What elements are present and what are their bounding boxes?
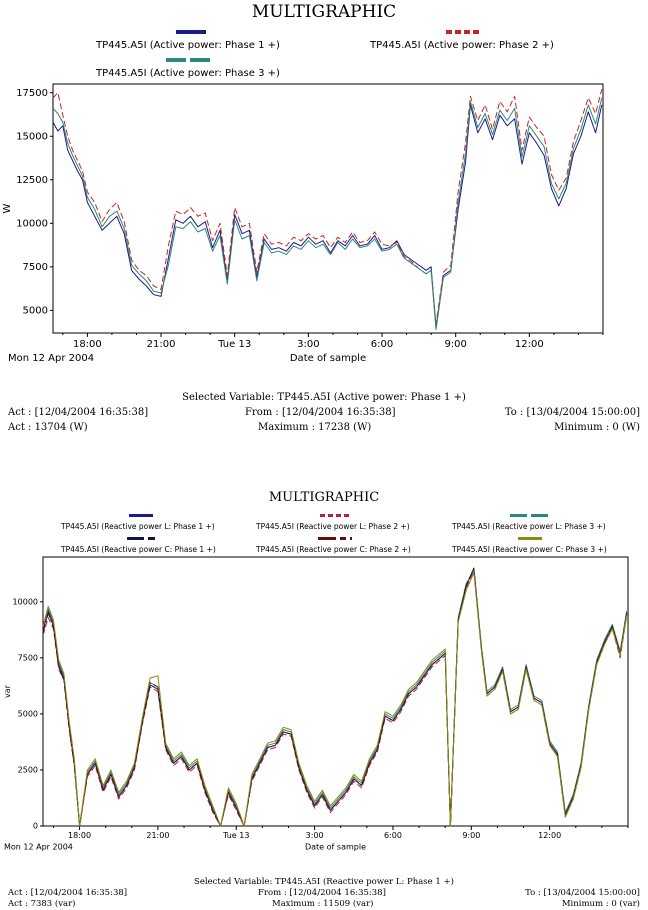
x-tick-label: 21:00 [146, 831, 169, 840]
y-tick-label: 10000 [13, 598, 38, 607]
legend-swatch [129, 514, 153, 517]
x-axis-label: Date of sample [290, 353, 366, 364]
x-tick-label: 9:00 [444, 339, 466, 350]
selected-variable: Selected Variable: TP445.A5I (Reactive p… [194, 877, 454, 887]
legend-swatch [518, 537, 542, 540]
act-value: Act : 13704 (W) [8, 422, 88, 433]
legend-swatch [446, 30, 482, 34]
x-tick-label: 18:00 [73, 339, 102, 350]
x-tick-label: 12:00 [538, 831, 561, 840]
y-tick-label: 10000 [16, 219, 48, 230]
legend-label: TP445.A5I (Reactive power C: Phase 3 +) [452, 545, 607, 554]
chart-title: MULTIGRAPHIC [251, 2, 397, 22]
act-value: Act : 7383 (var) [8, 899, 76, 909]
series-line [42, 570, 628, 827]
legend-label: TP445.A5I (Active power: Phase 2 +) [370, 40, 554, 51]
from-time: From : [12/04/2004 16:35:38] [245, 407, 396, 418]
legend-label: TP445.A5I (Active power: Phase 1 +) [96, 40, 280, 51]
x-tick-label: Tue 13 [222, 831, 249, 840]
y-tick-label: 0 [33, 822, 38, 831]
legend-entry: TP445.A5I (Reactive power L: Phase 1 +) [55, 514, 245, 532]
top-chart-svg: 5000 7500 10000 12500 15000 17500 18:00 21:00 Tu… [2, 83, 604, 364]
x-tick-label: 3:00 [306, 831, 324, 840]
minimum-value: Minimum : 0 (W) [554, 422, 640, 433]
y-tick-label: 7500 [18, 654, 38, 663]
x-tick-label: Tue 13 [217, 339, 251, 350]
legend-label: TP445.A5I (Reactive power C: Phase 1 +) [61, 545, 216, 554]
legend-entry: TP445.A5I (Reactive power C: Phase 2 +) [250, 537, 440, 555]
y-tick-label: 2500 [18, 766, 38, 775]
chart-title: MULTIGRAPHIC [268, 490, 380, 505]
act-time: Act : [12/04/2004 16:35:38] [8, 407, 149, 418]
legend-swatch [127, 537, 155, 540]
to-time: To : [13/04/2004 15:00:00] [525, 888, 640, 898]
start-date-label: Mon 12 Apr 2004 [8, 353, 94, 364]
x-tick-label: 3:00 [297, 339, 319, 350]
x-tick-label: 12:00 [515, 339, 544, 350]
act-time: Act : [12/04/2004 16:35:38] [8, 888, 128, 898]
x-tick-label: 6:00 [371, 339, 393, 350]
bottom-chart-svg: 0 2500 5000 7500 10000 18:00 21:00 Tue 13 3:00 6:… [3, 556, 629, 852]
series-line [52, 89, 603, 325]
legend-label: TP445.A5I (Active power: Phase 3 +) [96, 68, 280, 79]
plot-frame [42, 556, 629, 827]
series-line [42, 567, 628, 827]
from-time: From : [12/04/2004 16:35:38] [258, 888, 386, 898]
legend-entry: TP445.A5I (Reactive power C: Phase 1 +) [55, 537, 245, 555]
legend-swatch [318, 537, 352, 540]
legend-swatch [176, 30, 206, 34]
y-tick-label: 5000 [23, 306, 48, 317]
y-tick-label: 7500 [23, 262, 48, 273]
legend-label: TP445.A5I (Reactive power L: Phase 2 +) [256, 522, 410, 531]
y-tick-label: 12500 [16, 175, 48, 186]
minimum-value: Minimum : 0 (var) [561, 899, 640, 909]
legend-swatch [166, 58, 214, 62]
legend-entry: TP445.A5I (Reactive power L: Phase 3 +) [446, 514, 636, 532]
legend-label: TP445.A5I (Reactive power L: Phase 1 +) [61, 522, 215, 531]
series-line [42, 572, 628, 827]
x-tick-label: 6:00 [384, 831, 402, 840]
to-time: To : [13/04/2004 15:00:00] [504, 407, 640, 418]
y-axis-label: W [2, 203, 13, 213]
legend-entry: TP445.A5I (Reactive power L: Phase 2 +) [250, 514, 440, 532]
legend-entry: TP445.A5I (Active power: Phase 2 +) [368, 30, 588, 54]
maximum-value: Maximum : 17238 (W) [258, 422, 372, 433]
legend-swatch [320, 514, 350, 517]
legend-label: TP445.A5I (Reactive power C: Phase 2 +) [256, 545, 411, 554]
legend-label: TP445.A5I (Reactive power L: Phase 3 +) [452, 522, 606, 531]
x-tick-label: 21:00 [147, 339, 176, 350]
series-line [42, 570, 628, 827]
legend-entry: TP445.A5I (Reactive power C: Phase 3 +) [446, 537, 636, 555]
y-tick-label: 5000 [18, 710, 38, 719]
x-tick-label: 9:00 [462, 831, 480, 840]
y-axis-label: var [3, 684, 12, 698]
maximum-value: Maximum : 11509 (var) [272, 899, 374, 909]
series-line [52, 104, 603, 329]
start-date-label: Mon 12 Apr 2004 [4, 843, 73, 852]
y-tick-label: 17500 [16, 88, 48, 99]
y-tick-label: 15000 [16, 132, 48, 143]
series-line [52, 97, 603, 330]
legend-entry: TP445.A5I (Active power: Phase 3 +) [90, 58, 310, 82]
x-tick-label: 18:00 [68, 831, 91, 840]
selected-variable: Selected Variable: TP445.A5I (Active pow… [182, 392, 466, 403]
legend-entry: TP445.A5I (Active power: Phase 1 +) [90, 30, 310, 54]
legend-swatch [510, 514, 552, 517]
x-axis-label: Date of sample [305, 843, 366, 852]
plot-frame [52, 83, 604, 334]
